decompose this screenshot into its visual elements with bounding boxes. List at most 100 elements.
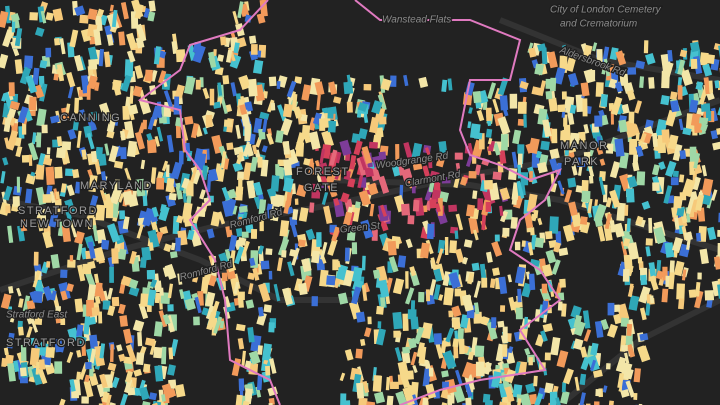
building — [405, 238, 413, 249]
building — [607, 302, 615, 316]
building — [61, 141, 72, 151]
building — [153, 321, 164, 337]
building — [473, 280, 482, 298]
building — [69, 220, 78, 238]
building — [438, 294, 444, 301]
building — [316, 94, 321, 111]
building — [420, 242, 430, 259]
building — [305, 228, 316, 241]
building — [135, 46, 143, 54]
building — [517, 101, 527, 114]
building — [639, 333, 649, 341]
building — [321, 130, 335, 148]
building — [311, 296, 318, 307]
building — [331, 226, 341, 242]
building — [235, 227, 243, 237]
building — [609, 47, 619, 61]
building — [177, 273, 183, 285]
building — [497, 320, 505, 328]
building — [158, 205, 170, 222]
building — [321, 191, 329, 205]
building — [649, 275, 659, 291]
building — [484, 399, 493, 405]
building — [19, 67, 32, 85]
building — [388, 256, 399, 273]
building — [323, 205, 333, 225]
building — [9, 313, 16, 323]
building — [580, 82, 590, 97]
building — [50, 253, 60, 269]
building — [282, 177, 294, 193]
building — [60, 183, 67, 193]
building — [356, 108, 362, 118]
building — [259, 219, 264, 232]
building — [56, 64, 65, 82]
building — [614, 138, 625, 157]
building — [472, 90, 482, 104]
building — [362, 380, 370, 393]
building — [72, 168, 80, 179]
building — [485, 201, 492, 212]
building — [235, 323, 246, 332]
building — [146, 133, 153, 141]
building — [508, 346, 514, 354]
building — [2, 29, 14, 48]
building — [497, 77, 509, 96]
building — [250, 156, 258, 172]
building — [573, 320, 586, 337]
building — [83, 380, 94, 398]
building — [119, 315, 128, 327]
building — [695, 194, 705, 211]
boundaries — [137, 0, 562, 405]
building — [343, 81, 354, 95]
building — [409, 266, 417, 277]
building — [127, 104, 139, 116]
building — [87, 241, 96, 259]
building — [328, 81, 338, 96]
building — [565, 57, 576, 72]
building — [9, 117, 16, 126]
building — [292, 209, 299, 221]
building — [635, 133, 640, 141]
building — [252, 59, 264, 75]
building — [221, 186, 230, 201]
building — [708, 80, 714, 93]
building — [564, 143, 570, 156]
building — [500, 134, 508, 151]
building — [312, 112, 322, 125]
building — [458, 338, 465, 355]
building — [528, 137, 540, 155]
building — [217, 82, 223, 96]
building — [38, 153, 46, 166]
building — [495, 277, 500, 290]
building — [229, 54, 242, 69]
building — [367, 182, 379, 196]
building — [498, 148, 507, 164]
building — [481, 212, 487, 231]
building — [616, 202, 626, 222]
building — [56, 136, 63, 147]
building — [428, 279, 437, 296]
building — [74, 231, 85, 245]
building — [618, 104, 624, 114]
building — [32, 67, 40, 85]
building — [531, 86, 542, 96]
building — [257, 245, 265, 255]
building — [665, 109, 677, 127]
building — [170, 242, 176, 251]
building — [74, 181, 81, 194]
building — [511, 194, 518, 205]
building — [134, 3, 144, 20]
building — [26, 300, 36, 310]
building — [395, 144, 400, 161]
building — [31, 132, 37, 145]
building — [486, 321, 498, 340]
building — [542, 119, 552, 138]
building — [86, 132, 95, 150]
building — [590, 342, 599, 356]
building — [639, 307, 647, 321]
building — [583, 329, 592, 342]
building — [259, 111, 270, 121]
building — [14, 27, 23, 47]
building — [23, 55, 34, 69]
